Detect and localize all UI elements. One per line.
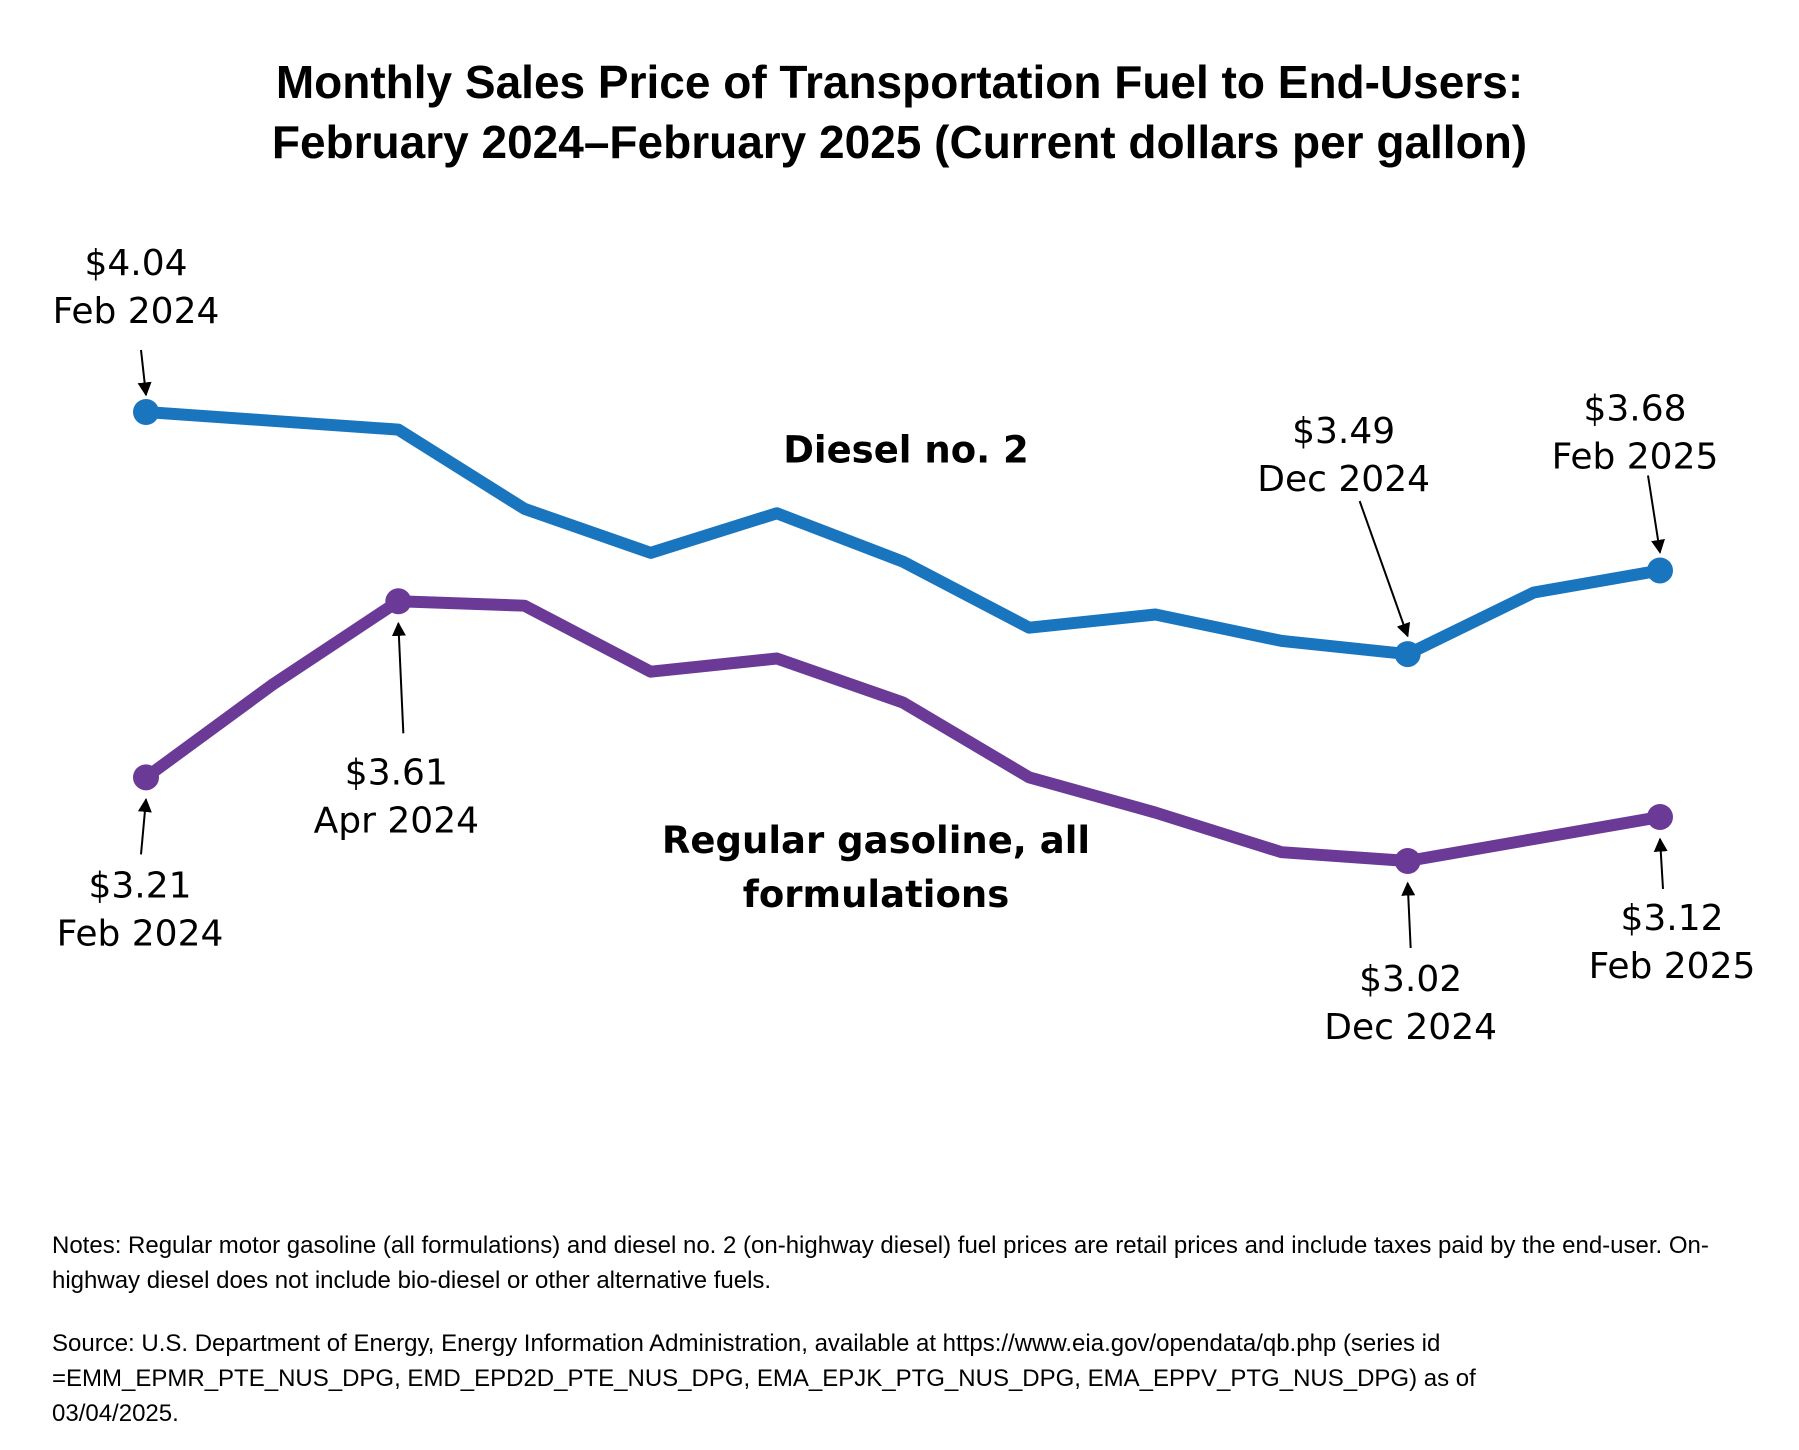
chart-title: Monthly Sales Price of Transportation Fu… bbox=[271, 56, 1528, 168]
value-label: $3.21 bbox=[88, 865, 191, 906]
point bbox=[385, 588, 412, 615]
point bbox=[1647, 803, 1673, 830]
point bbox=[133, 764, 159, 791]
arrow bbox=[137, 797, 152, 855]
arrow bbox=[1653, 837, 1668, 890]
arrow bbox=[1647, 475, 1665, 554]
value-label: $3.02 bbox=[1359, 959, 1462, 1000]
arrow bbox=[1401, 881, 1416, 949]
value-label: $3.49 bbox=[1292, 411, 1395, 452]
date-label: Dec 2024 bbox=[1324, 1007, 1497, 1048]
date-label: Feb 2024 bbox=[57, 913, 224, 954]
date-label: Feb 2025 bbox=[1552, 436, 1719, 477]
chart-title-box: Monthly Sales Price of Transportation Fu… bbox=[0, 52, 1799, 172]
date-label: Feb 2025 bbox=[1589, 946, 1756, 987]
arrow bbox=[391, 621, 406, 734]
point bbox=[1647, 557, 1673, 584]
date-label: Apr 2024 bbox=[314, 800, 479, 841]
date-label: Feb 2024 bbox=[53, 291, 220, 332]
arrow bbox=[137, 349, 152, 397]
point bbox=[1394, 641, 1421, 668]
value-label: $4.04 bbox=[84, 243, 187, 284]
arrow bbox=[1358, 500, 1411, 638]
value-label: $3.61 bbox=[345, 752, 448, 793]
value-label: $3.68 bbox=[1583, 388, 1686, 429]
source: Source: U.S. Department of Energy, Energ… bbox=[52, 1330, 1476, 1427]
date-label: Dec 2024 bbox=[1257, 459, 1430, 500]
point bbox=[133, 399, 159, 425]
series-label: Diesel no. 2 bbox=[783, 429, 1029, 472]
notes: Notes: Regular motor gasoline (all formu… bbox=[52, 1232, 1709, 1294]
value-label: $3.12 bbox=[1620, 898, 1723, 939]
series-label: Regular gasoline, all formulations bbox=[661, 819, 1091, 916]
point bbox=[1394, 848, 1421, 874]
